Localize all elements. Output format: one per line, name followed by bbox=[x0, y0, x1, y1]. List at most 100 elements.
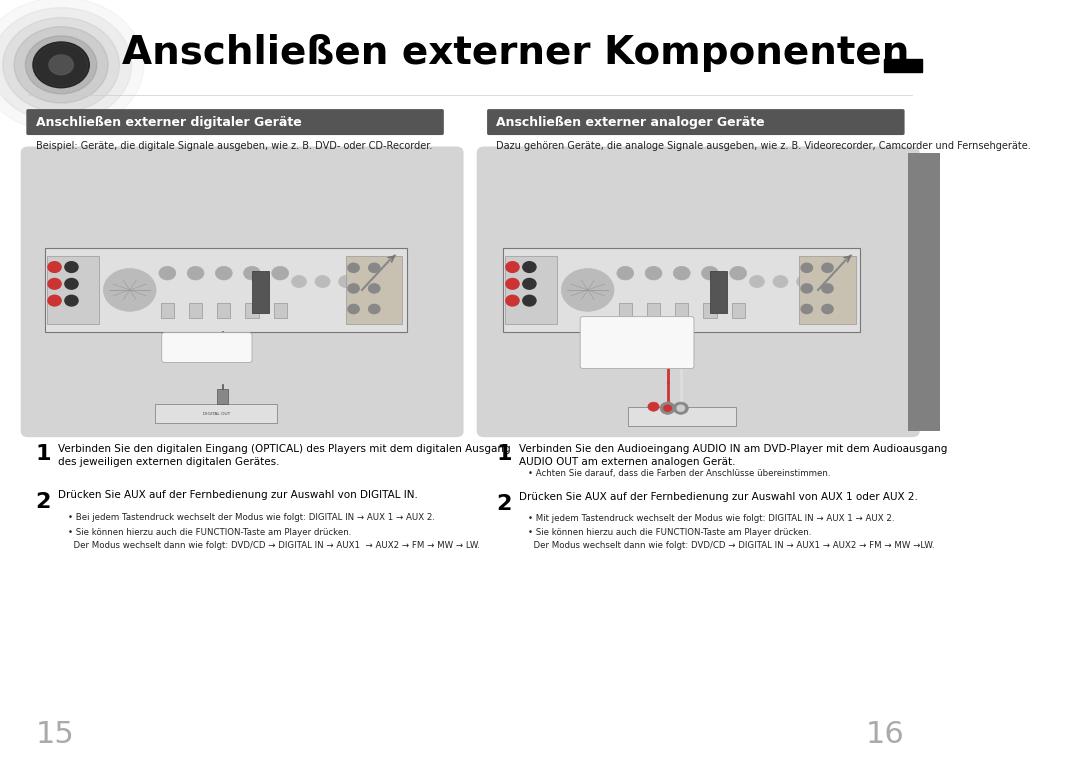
Circle shape bbox=[65, 262, 78, 272]
Bar bbox=[161, 303, 174, 318]
Circle shape bbox=[368, 263, 380, 272]
Text: 2: 2 bbox=[36, 492, 51, 512]
Circle shape bbox=[801, 284, 812, 293]
Circle shape bbox=[48, 262, 62, 272]
Text: 16: 16 bbox=[866, 720, 905, 749]
Circle shape bbox=[562, 269, 615, 311]
Circle shape bbox=[159, 266, 176, 280]
FancyBboxPatch shape bbox=[487, 109, 905, 135]
Circle shape bbox=[660, 402, 675, 414]
Circle shape bbox=[773, 275, 788, 288]
Circle shape bbox=[348, 304, 360, 314]
Text: • Sie können hierzu auch die FUNCTION-Taste am Player drücken.: • Sie können hierzu auch die FUNCTION-Ta… bbox=[68, 528, 351, 537]
Circle shape bbox=[677, 405, 685, 411]
Bar bbox=[710, 271, 727, 313]
Circle shape bbox=[37, 45, 85, 85]
Circle shape bbox=[673, 266, 690, 280]
Circle shape bbox=[368, 284, 380, 293]
FancyBboxPatch shape bbox=[21, 146, 463, 437]
Bar bbox=[48, 256, 98, 324]
Bar bbox=[503, 248, 861, 332]
FancyBboxPatch shape bbox=[476, 146, 920, 437]
Circle shape bbox=[505, 278, 519, 289]
Circle shape bbox=[14, 27, 108, 103]
Text: 15: 15 bbox=[36, 720, 75, 749]
Bar bbox=[908, 153, 941, 431]
Bar bbox=[675, 303, 688, 318]
Text: Der Modus wechselt dann wie folgt: DVD/CD → DIGITAL IN → AUX1  → AUX2 → FM → MW : Der Modus wechselt dann wie folgt: DVD/C… bbox=[68, 541, 480, 550]
Circle shape bbox=[3, 18, 120, 112]
FancyBboxPatch shape bbox=[26, 109, 444, 135]
Text: Verbinden Sie den Audioeingang AUDIO IN am DVD-Player mit dem Audioausgang
AUDIO: Verbinden Sie den Audioeingang AUDIO IN … bbox=[519, 444, 947, 467]
Text: ANSCHLÜSSE: ANSCHLÜSSE bbox=[920, 262, 929, 321]
Circle shape bbox=[505, 262, 519, 272]
Bar bbox=[45, 248, 407, 332]
Text: Wenn das externe analoge
Gerät nur einen
Audioausgang hat, können
Sie den Anschl: Wenn das externe analoge Gerät nur einen… bbox=[586, 332, 661, 362]
Bar bbox=[273, 303, 287, 318]
Circle shape bbox=[730, 266, 746, 280]
Circle shape bbox=[822, 263, 833, 272]
Circle shape bbox=[801, 304, 812, 314]
Bar bbox=[619, 303, 632, 318]
Text: Drücken Sie AUX auf der Fernbedienung zur Auswahl von AUX 1 oder AUX 2.: Drücken Sie AUX auf der Fernbedienung zu… bbox=[519, 492, 918, 502]
FancyBboxPatch shape bbox=[580, 317, 694, 369]
Circle shape bbox=[523, 262, 536, 272]
Text: 2: 2 bbox=[497, 494, 512, 514]
Text: 1: 1 bbox=[36, 444, 51, 464]
Circle shape bbox=[32, 42, 90, 88]
Circle shape bbox=[26, 36, 97, 94]
Circle shape bbox=[187, 266, 204, 280]
Bar bbox=[505, 256, 556, 324]
Text: Drücken Sie AUX auf der Fernbedienung zur Auswahl von DIGITAL IN.: Drücken Sie AUX auf der Fernbedienung zu… bbox=[58, 490, 418, 500]
Circle shape bbox=[662, 402, 673, 411]
Circle shape bbox=[65, 295, 78, 306]
Bar bbox=[883, 59, 921, 72]
Circle shape bbox=[49, 55, 73, 75]
FancyBboxPatch shape bbox=[162, 333, 252, 362]
Text: Anschließen externer digitaler Geräte: Anschließen externer digitaler Geräte bbox=[36, 115, 301, 129]
Circle shape bbox=[648, 402, 659, 411]
Circle shape bbox=[523, 278, 536, 289]
Bar bbox=[217, 389, 229, 404]
Bar bbox=[799, 256, 855, 324]
Text: optisches Kabel
(nicht im Lieferumfang
enthalten): optisches Kabel (nicht im Lieferumfang e… bbox=[173, 338, 241, 356]
Text: DIGITAL OUT: DIGITAL OUT bbox=[203, 411, 230, 416]
Circle shape bbox=[48, 278, 62, 289]
Circle shape bbox=[801, 263, 812, 272]
Circle shape bbox=[338, 275, 353, 288]
Circle shape bbox=[645, 266, 662, 280]
Circle shape bbox=[0, 0, 144, 132]
Text: • Mit jedem Tastendruck wechselt der Modus wie folgt: DIGITAL IN → AUX 1 → AUX 2: • Mit jedem Tastendruck wechselt der Mod… bbox=[528, 514, 895, 523]
Circle shape bbox=[348, 284, 360, 293]
Text: • Sie können hierzu auch die FUNCTION-Taste am Player drücken.: • Sie können hierzu auch die FUNCTION-Ta… bbox=[528, 528, 812, 537]
Circle shape bbox=[244, 266, 260, 280]
Bar bbox=[346, 256, 403, 324]
Circle shape bbox=[65, 278, 78, 289]
Bar bbox=[703, 303, 716, 318]
Circle shape bbox=[272, 266, 288, 280]
Bar bbox=[245, 303, 258, 318]
Circle shape bbox=[348, 263, 360, 272]
Circle shape bbox=[617, 266, 634, 280]
Circle shape bbox=[796, 275, 811, 288]
Circle shape bbox=[673, 402, 688, 414]
Text: Audiokabel: Audiokabel bbox=[586, 325, 635, 334]
Text: Beispiel: Geräte, die digitale Signale ausgeben, wie z. B. DVD- oder CD-Recorder: Beispiel: Geräte, die digitale Signale a… bbox=[36, 141, 432, 152]
Text: Verbinden Sie den digitalen Eingang (OPTICAL) des Players mit dem digitalen Ausg: Verbinden Sie den digitalen Eingang (OPT… bbox=[58, 444, 511, 467]
Bar bbox=[156, 404, 278, 423]
Circle shape bbox=[523, 295, 536, 306]
Bar bbox=[217, 303, 230, 318]
Circle shape bbox=[215, 266, 232, 280]
Bar bbox=[731, 303, 745, 318]
Circle shape bbox=[505, 295, 519, 306]
Circle shape bbox=[48, 295, 62, 306]
Circle shape bbox=[315, 275, 330, 288]
Bar bbox=[629, 407, 737, 426]
Text: Der Modus wechselt dann wie folgt: DVD/CD → DIGITAL IN → AUX1 → AUX2 → FM → MW →: Der Modus wechselt dann wie folgt: DVD/C… bbox=[528, 541, 935, 550]
Text: • Achten Sie darauf, dass die Farben der Anschlüsse übereinstimmen.: • Achten Sie darauf, dass die Farben der… bbox=[528, 469, 831, 478]
Text: Anschließen externer Komponenten: Anschließen externer Komponenten bbox=[122, 34, 909, 72]
Circle shape bbox=[292, 275, 307, 288]
Text: Dazu gehören Geräte, die analoge Signale ausgeben, wie z. B. Videorecorder, Camc: Dazu gehören Geräte, die analoge Signale… bbox=[497, 141, 1031, 152]
Circle shape bbox=[368, 304, 380, 314]
Bar bbox=[252, 271, 269, 313]
